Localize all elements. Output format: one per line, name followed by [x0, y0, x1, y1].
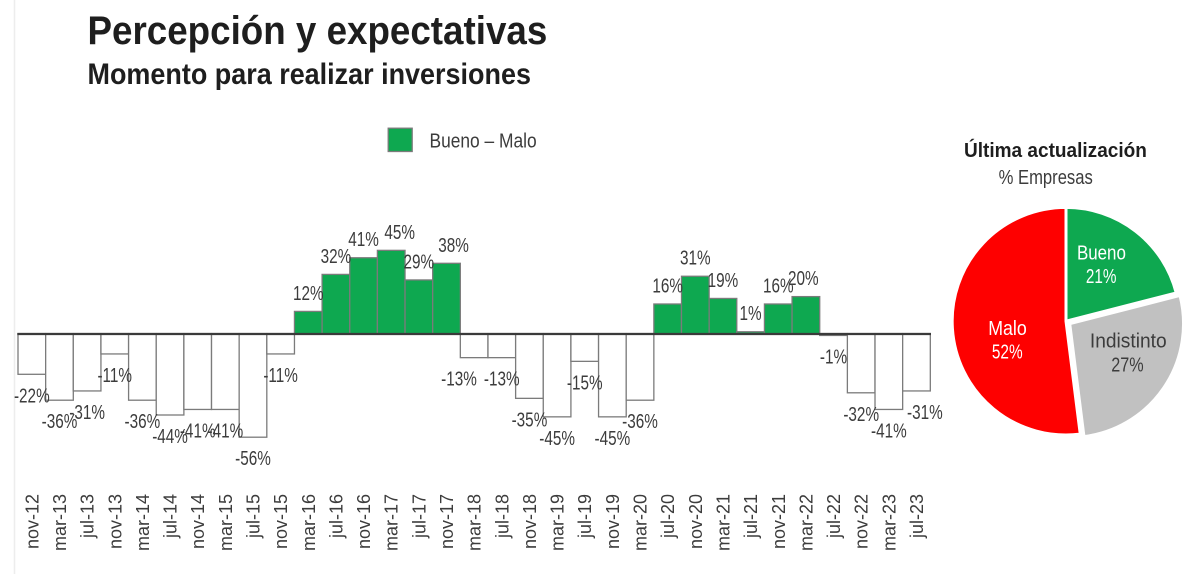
- svg-text:nov-12: nov-12: [22, 494, 42, 549]
- svg-text:-31%: -31%: [907, 401, 943, 423]
- svg-text:nov-16: nov-16: [354, 494, 374, 549]
- svg-text:-41%: -41%: [180, 419, 216, 441]
- svg-text:nov-18: nov-18: [520, 494, 540, 549]
- svg-text:mar-22: mar-22: [796, 494, 816, 551]
- svg-text:-36%: -36%: [622, 410, 658, 432]
- svg-text:Momento para realizar inversio: Momento para realizar inversiones: [88, 58, 531, 92]
- svg-text:27%: 27%: [1111, 354, 1143, 376]
- svg-text:-11%: -11%: [263, 364, 298, 386]
- svg-text:mar-14: mar-14: [133, 494, 153, 551]
- svg-text:-1%: -1%: [820, 345, 847, 367]
- svg-text:-13%: -13%: [484, 368, 520, 390]
- svg-text:nov-15: nov-15: [271, 494, 291, 549]
- svg-text:jul-20: jul-20: [658, 494, 678, 539]
- svg-text:jul-18: jul-18: [492, 494, 512, 539]
- svg-text:45%: 45%: [384, 221, 415, 243]
- svg-text:mar-15: mar-15: [216, 494, 236, 551]
- svg-text:-35%: -35%: [512, 408, 548, 430]
- svg-text:-36%: -36%: [125, 410, 161, 432]
- svg-text:nov-13: nov-13: [105, 494, 125, 549]
- svg-text:12%: 12%: [293, 282, 324, 304]
- svg-text:-15%: -15%: [567, 371, 603, 393]
- svg-text:nov-19: nov-19: [603, 494, 623, 549]
- svg-text:Malo: Malo: [988, 318, 1026, 340]
- svg-text:52%: 52%: [992, 341, 1023, 363]
- svg-text:-41%: -41%: [207, 419, 243, 441]
- svg-text:jul-21: jul-21: [741, 494, 761, 539]
- svg-text:16%: 16%: [652, 275, 683, 297]
- svg-text:Última actualización: Última actualización: [964, 138, 1147, 163]
- svg-text:16%: 16%: [763, 275, 794, 297]
- svg-text:-45%: -45%: [595, 427, 631, 449]
- svg-text:jul-23: jul-23: [907, 494, 927, 539]
- svg-text:nov-14: nov-14: [188, 494, 208, 549]
- svg-text:41%: 41%: [348, 228, 379, 250]
- svg-text:-41%: -41%: [871, 419, 907, 441]
- svg-text:mar-17: mar-17: [382, 494, 402, 551]
- svg-text:Indistinto: Indistinto: [1090, 330, 1167, 352]
- svg-text:jul-22: jul-22: [824, 494, 844, 539]
- svg-text:Percepción y expectativas: Percepción y expectativas: [87, 9, 547, 54]
- svg-text:20%: 20%: [788, 267, 819, 289]
- svg-text:-32%: -32%: [843, 403, 879, 425]
- svg-text:32%: 32%: [321, 245, 352, 267]
- svg-text:nov-17: nov-17: [437, 494, 457, 549]
- svg-text:-44%: -44%: [152, 425, 188, 447]
- svg-text:jul-13: jul-13: [78, 494, 98, 539]
- svg-text:31%: 31%: [680, 247, 711, 269]
- svg-text:jul-15: jul-15: [243, 494, 263, 539]
- svg-text:mar-13: mar-13: [50, 494, 70, 551]
- svg-text:% Empresas: % Empresas: [999, 166, 1093, 189]
- svg-text:38%: 38%: [438, 234, 469, 256]
- svg-text:mar-23: mar-23: [879, 494, 899, 551]
- svg-text:-11%: -11%: [97, 364, 132, 386]
- svg-text:-36%: -36%: [42, 410, 78, 432]
- svg-text:1%: 1%: [740, 302, 762, 324]
- svg-text:mar-16: mar-16: [299, 494, 319, 551]
- svg-text:21%: 21%: [1086, 265, 1117, 287]
- svg-text:nov-22: nov-22: [852, 494, 872, 549]
- svg-text:-56%: -56%: [235, 447, 271, 469]
- svg-text:29%: 29%: [404, 250, 435, 272]
- svg-text:-13%: -13%: [441, 368, 477, 390]
- svg-text:Bueno: Bueno: [1077, 241, 1126, 264]
- svg-text:-45%: -45%: [539, 427, 575, 449]
- svg-text:jul-17: jul-17: [409, 494, 429, 539]
- svg-text:mar-20: mar-20: [631, 494, 651, 551]
- svg-text:nov-20: nov-20: [686, 494, 706, 549]
- svg-text:Bueno – Malo: Bueno – Malo: [430, 130, 537, 152]
- svg-text:19%: 19%: [708, 269, 739, 291]
- svg-text:jul-19: jul-19: [575, 494, 595, 539]
- svg-text:nov-21: nov-21: [769, 494, 789, 549]
- svg-text:mar-21: mar-21: [713, 494, 733, 551]
- svg-text:mar-19: mar-19: [548, 494, 568, 551]
- svg-text:mar-18: mar-18: [465, 494, 485, 551]
- svg-text:jul-14: jul-14: [161, 494, 181, 539]
- svg-text:-31%: -31%: [69, 401, 105, 423]
- svg-text:jul-16: jul-16: [326, 494, 346, 539]
- svg-text:-22%: -22%: [14, 384, 50, 406]
